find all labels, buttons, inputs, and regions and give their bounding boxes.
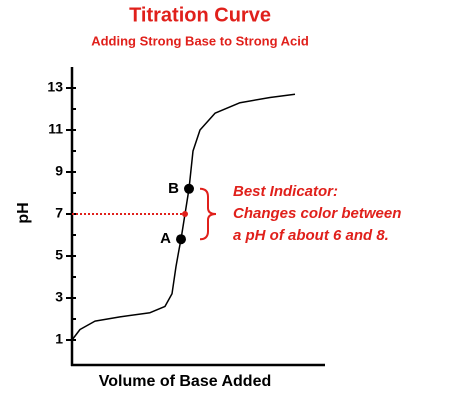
point-label: B bbox=[168, 180, 179, 197]
annotation-line: Best Indicator: bbox=[233, 183, 338, 200]
chart-subtitle: Adding Strong Base to Strong Acid bbox=[91, 33, 309, 48]
y-tick-label: 11 bbox=[48, 121, 63, 137]
y-tick-label: 13 bbox=[47, 79, 63, 95]
y-axis-label: pH bbox=[15, 202, 32, 223]
equivalence-point bbox=[176, 234, 186, 245]
y-tick-label: 5 bbox=[55, 247, 63, 263]
y-tick-label: 7 bbox=[55, 205, 63, 221]
x-axis-label: Volume of Base Added bbox=[99, 373, 271, 390]
brace bbox=[199, 187, 217, 241]
annotation-line: Changes color between bbox=[233, 205, 401, 222]
annotation-line: a pH of about 6 and 8. bbox=[233, 227, 389, 244]
y-tick-label: 3 bbox=[55, 289, 63, 305]
equivalence-point bbox=[184, 183, 194, 194]
y-tick-label: 9 bbox=[55, 163, 63, 179]
chart-title: Titration Curve bbox=[129, 4, 271, 26]
indicator-point bbox=[182, 211, 188, 217]
y-tick-label: 1 bbox=[55, 331, 63, 347]
point-label: A bbox=[160, 230, 171, 247]
titration-curve bbox=[71, 93, 296, 341]
